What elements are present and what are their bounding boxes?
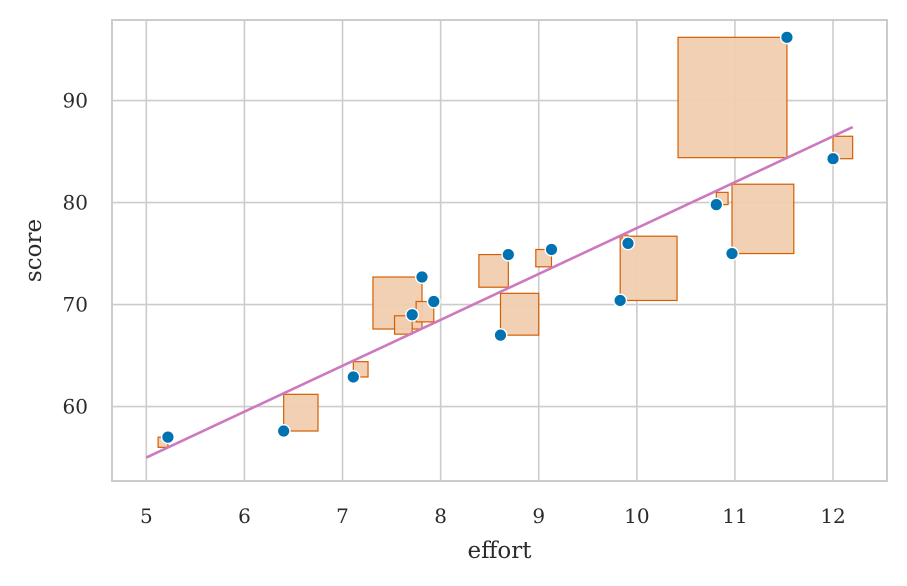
data-points	[160, 30, 841, 445]
data-point	[346, 369, 361, 384]
x-tick-label: 7	[336, 504, 349, 528]
x-tick-label: 12	[820, 504, 845, 528]
y-tick-label: 80	[63, 191, 88, 215]
plot-frame	[111, 19, 888, 482]
data-point	[709, 197, 724, 212]
data-point	[501, 247, 516, 262]
x-tick-label: 8	[434, 504, 447, 528]
residual-boxes	[157, 36, 854, 448]
x-tick-labels: 5 6 7 8 9 10 11 12	[140, 504, 846, 528]
data-point	[779, 30, 794, 45]
y-tick-label: 70	[63, 293, 88, 317]
x-tick-label: 9	[532, 504, 545, 528]
residual-box	[677, 36, 788, 159]
data-point	[826, 151, 841, 166]
data-point	[405, 307, 420, 322]
data-point	[160, 430, 175, 445]
residual-box	[393, 315, 413, 335]
data-point	[613, 293, 628, 308]
x-axis-label: effort	[467, 538, 532, 564]
y-tick-label: 90	[63, 89, 88, 113]
fit-line	[145, 125, 854, 459]
y-tick-labels: 60 70 80 90	[63, 89, 88, 419]
data-point	[426, 294, 441, 309]
data-point	[493, 328, 508, 343]
residual-box	[832, 135, 854, 160]
residual-box	[499, 292, 540, 336]
residual-box	[283, 393, 319, 432]
x-tick-label: 6	[238, 504, 251, 528]
data-point	[725, 246, 740, 261]
x-tick-label: 10	[624, 504, 649, 528]
x-tick-label: 11	[722, 504, 747, 528]
fit-line-group	[145, 125, 854, 459]
x-tick-label: 5	[140, 504, 153, 528]
data-point	[621, 236, 636, 251]
residual-box	[731, 183, 795, 255]
y-tick-label: 60	[63, 395, 88, 419]
data-point	[544, 242, 559, 257]
data-point	[415, 270, 430, 285]
data-point	[276, 424, 291, 439]
residual-box	[478, 253, 509, 288]
y-axis-label: score	[21, 219, 47, 282]
